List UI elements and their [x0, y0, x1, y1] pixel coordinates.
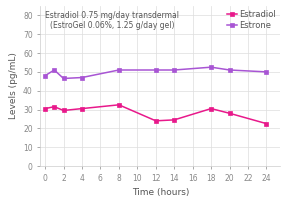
Estradiol — [228, 112, 231, 114]
Estradiol — [80, 107, 84, 110]
Estrone — [43, 74, 47, 77]
Estradiol — [43, 107, 47, 110]
Estrone — [228, 69, 231, 71]
Line: Estradiol: Estradiol — [43, 103, 268, 126]
Legend: Estradiol, Estrone: Estradiol, Estrone — [227, 10, 276, 30]
Estrone — [265, 71, 268, 73]
Text: Estradiol 0.75 mg/day transdermal
(EstroGel 0.06%, 1.25 g/day gel): Estradiol 0.75 mg/day transdermal (Estro… — [45, 11, 179, 30]
Line: Estrone: Estrone — [43, 65, 268, 80]
Estradiol — [265, 122, 268, 125]
Estrone — [154, 69, 158, 71]
X-axis label: Time (hours): Time (hours) — [132, 188, 189, 197]
Estrone — [173, 69, 176, 71]
Estradiol — [154, 120, 158, 122]
Estrone — [53, 69, 56, 71]
Estrone — [210, 66, 213, 68]
Estrone — [80, 76, 84, 79]
Estradiol — [62, 109, 65, 112]
Estrone — [117, 69, 121, 71]
Estradiol — [210, 107, 213, 110]
Estradiol — [173, 119, 176, 121]
Estradiol — [117, 104, 121, 106]
Y-axis label: Levels (pg/mL): Levels (pg/mL) — [8, 53, 18, 119]
Estradiol — [53, 106, 56, 108]
Estrone — [62, 77, 65, 80]
